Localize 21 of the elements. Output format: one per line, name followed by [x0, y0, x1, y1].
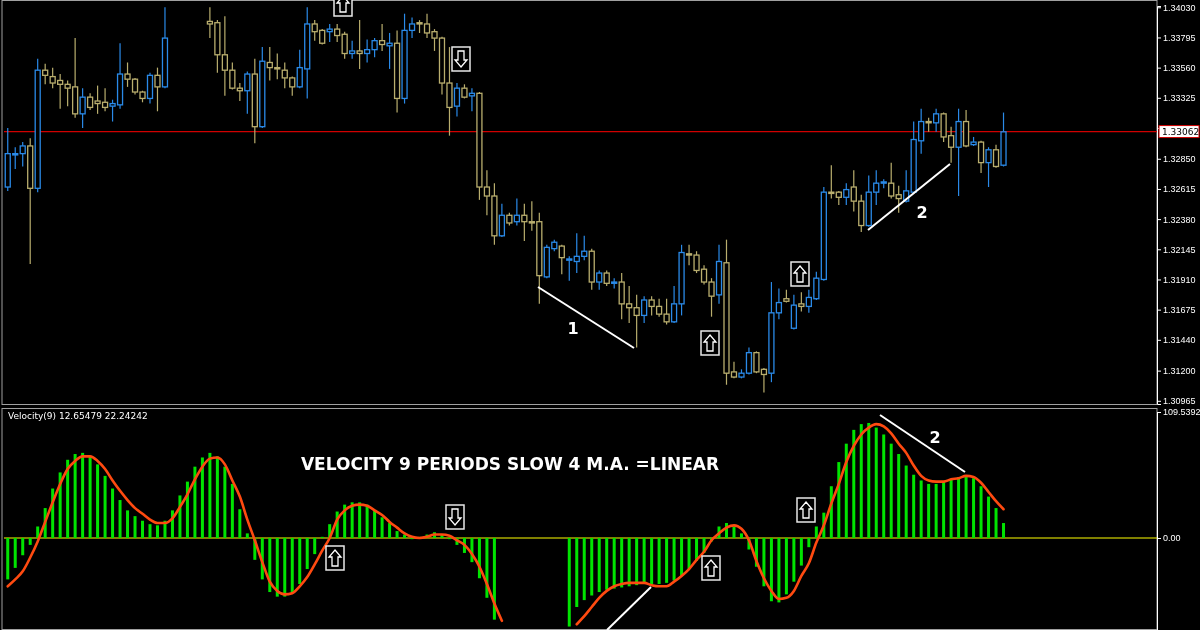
y-tick-label: 1.33325: [1163, 93, 1196, 104]
y-tick-label: 1.31440: [1163, 335, 1196, 346]
y-tick-label: 1.30965: [1163, 396, 1196, 407]
annotation: Velocity(9) 12.65479 22.24242: [8, 411, 148, 421]
y-tick-label: 1.33795: [1163, 32, 1196, 43]
y-tick-label: 1.32380: [1163, 214, 1196, 225]
y-tick-label: 1.31675: [1163, 305, 1196, 316]
y-tick-label: 0.00: [1163, 533, 1181, 544]
y-tick-label: 1.32850: [1163, 154, 1196, 165]
annotation: VELOCITY 9 PERIODS SLOW 4 M.A. =LINEAR: [300, 454, 720, 474]
annotation: 2: [929, 428, 941, 447]
y-tick-label: 109.5392: [1163, 407, 1200, 418]
y-tick-label: 1.31200: [1163, 366, 1196, 376]
y-tick-label: 1.34030: [1163, 2, 1196, 13]
y-tick-label: 1.32145: [1163, 244, 1196, 255]
y-tick-label: 1.32615: [1163, 184, 1196, 195]
annotation: 1: [567, 319, 579, 338]
y-tick-label: 1.33560: [1163, 63, 1196, 74]
annotation: 2: [916, 203, 928, 222]
y-tick-label: 1.31910: [1163, 274, 1196, 285]
ref-line-label: 1.33062: [1162, 127, 1200, 138]
